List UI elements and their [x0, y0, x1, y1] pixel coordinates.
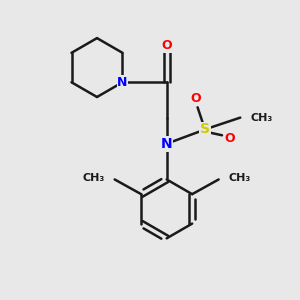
Text: CH₃: CH₃ [229, 173, 251, 183]
Text: N: N [161, 137, 172, 151]
Text: O: O [225, 132, 235, 145]
Text: CH₃: CH₃ [82, 173, 104, 183]
Text: O: O [161, 39, 172, 52]
Text: O: O [191, 92, 201, 105]
Text: N: N [117, 76, 128, 89]
Text: CH₃: CH₃ [250, 112, 273, 123]
Text: S: S [200, 122, 210, 136]
